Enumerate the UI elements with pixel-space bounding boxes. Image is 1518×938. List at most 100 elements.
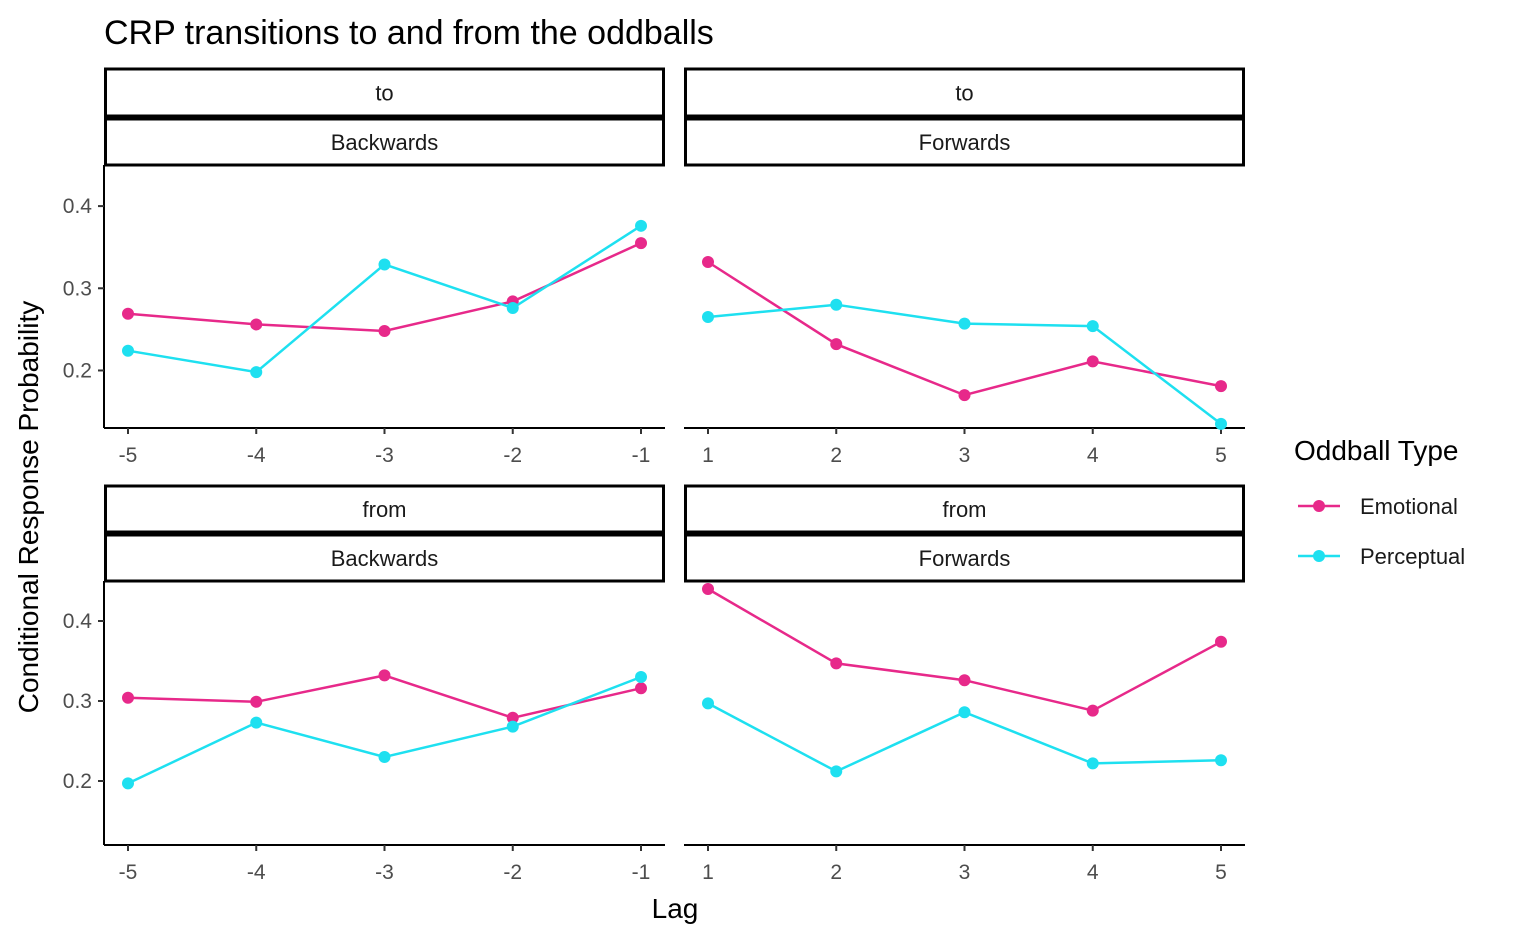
- data-point: [250, 716, 263, 729]
- x-tick-label: 3: [959, 444, 971, 467]
- data-point: [122, 344, 134, 357]
- y-tick-label: 0.2: [63, 359, 92, 382]
- data-point: [250, 695, 263, 708]
- legend-label: Perceptual: [1360, 544, 1465, 569]
- facet-panel: from Forwards 1 2 3 4 5: [684, 484, 1245, 884]
- x-tick-label: -1: [632, 861, 651, 884]
- data-point: [702, 583, 714, 595]
- facet-strip-top-label: from: [363, 497, 407, 522]
- facet-panels: to Backwards -5 -4 -3 -2 -1 0.2 0.3 0.4 to Forwards…: [63, 67, 1245, 884]
- data-point: [1215, 380, 1227, 393]
- legend-key-point: [1313, 500, 1325, 512]
- data-point: [506, 711, 519, 724]
- data-point: [635, 682, 647, 695]
- x-tick-label: -4: [247, 444, 266, 467]
- x-tick-label: 5: [1215, 444, 1227, 467]
- facet-strip-bottom: [104, 117, 665, 167]
- x-tick-label: 4: [1087, 444, 1099, 467]
- x-tick-label: 4: [1087, 861, 1099, 884]
- data-point: [635, 237, 647, 250]
- data-point: [1215, 754, 1227, 767]
- facet-strip-bottom: [104, 533, 665, 583]
- facet-strip-bottom-label: Forwards: [919, 130, 1011, 155]
- data-point: [1215, 417, 1227, 430]
- x-tick-label: -2: [503, 444, 522, 467]
- data-point: [702, 255, 714, 268]
- x-tick-label: 5: [1215, 861, 1227, 884]
- data-point: [250, 366, 263, 379]
- legend-label: Emotional: [1360, 494, 1458, 519]
- facet-panel: from Backwards -5 -4 -3 -2 -1 0.2 0.3 0.4: [63, 484, 665, 884]
- data-point: [635, 671, 647, 683]
- data-point: [830, 657, 843, 670]
- data-point: [1086, 704, 1099, 717]
- x-tick-label: -3: [375, 444, 394, 467]
- data-point: [958, 389, 971, 402]
- data-point: [1086, 320, 1099, 333]
- data-point: [250, 318, 263, 331]
- facet-strip-bottom-label: Backwards: [331, 130, 439, 155]
- y-tick-label: 0.3: [63, 690, 92, 713]
- data-point: [378, 325, 391, 338]
- series-line: [127, 674, 642, 720]
- facet-strip-bottom: [684, 117, 1245, 167]
- data-point: [122, 691, 134, 704]
- facet-strip-top: [684, 67, 1245, 118]
- series-line: [127, 241, 642, 333]
- facet-strip-top-label: to: [955, 81, 973, 106]
- facet-strip-top-label: from: [943, 497, 987, 522]
- facet-strip-top: [684, 484, 1245, 534]
- data-point: [1086, 355, 1099, 368]
- data-point: [702, 697, 714, 710]
- data-point: [378, 669, 391, 682]
- y-tick-label: 0.4: [63, 195, 93, 218]
- y-tick-label: 0.4: [63, 610, 93, 633]
- data-point: [958, 706, 971, 719]
- data-point: [958, 674, 971, 687]
- series-line: [127, 224, 642, 374]
- data-point: [830, 338, 843, 351]
- facet-strip-top-label: to: [375, 81, 393, 106]
- facet-strip-bottom: [684, 533, 1245, 583]
- y-tick-label: 0.2: [63, 770, 92, 793]
- data-point: [122, 777, 134, 790]
- y-axis-title: Conditional Response Probability: [13, 301, 44, 713]
- x-tick-label: 2: [830, 861, 842, 884]
- x-tick-label: 3: [959, 861, 971, 884]
- data-point: [635, 219, 647, 232]
- x-tick-label: -4: [247, 861, 266, 884]
- data-point: [830, 765, 843, 778]
- series-line: [127, 675, 642, 785]
- data-point: [378, 751, 391, 763]
- x-tick-label: 2: [830, 444, 842, 467]
- data-point: [958, 317, 971, 330]
- facet-strip-top: [104, 484, 665, 534]
- data-point: [506, 720, 519, 733]
- x-tick-label: -3: [375, 861, 394, 884]
- facet-strip-top: [104, 67, 665, 118]
- facet-strip-bottom-label: Forwards: [919, 546, 1011, 571]
- data-point: [122, 307, 134, 320]
- legend-title: Oddball Type: [1294, 435, 1459, 466]
- series-line: [707, 587, 1222, 712]
- legend-key-point: [1313, 550, 1325, 562]
- x-tick-label: -5: [119, 444, 138, 467]
- facet-strip-bottom-label: Backwards: [331, 546, 439, 571]
- y-tick-label: 0.3: [63, 277, 92, 300]
- x-tick-label: 1: [702, 444, 714, 467]
- data-point: [378, 258, 391, 271]
- data-point: [830, 298, 843, 311]
- legend: Oddball Type Emotional Perceptual: [1294, 435, 1465, 569]
- data-point: [1086, 757, 1099, 770]
- data-point: [702, 311, 714, 324]
- x-tick-label: -5: [119, 861, 138, 884]
- data-point: [1215, 635, 1227, 648]
- x-tick-label: -1: [632, 444, 651, 467]
- chart-title: CRP transitions to and from the oddballs: [104, 14, 714, 52]
- facet-panel: to Backwards -5 -4 -3 -2 -1 0.2 0.3 0.4: [63, 67, 665, 467]
- x-tick-label: -2: [503, 861, 522, 884]
- facet-panel: to Forwards 1 2 3 4 5: [684, 67, 1245, 467]
- x-tick-label: 1: [702, 861, 714, 884]
- data-point: [506, 302, 519, 315]
